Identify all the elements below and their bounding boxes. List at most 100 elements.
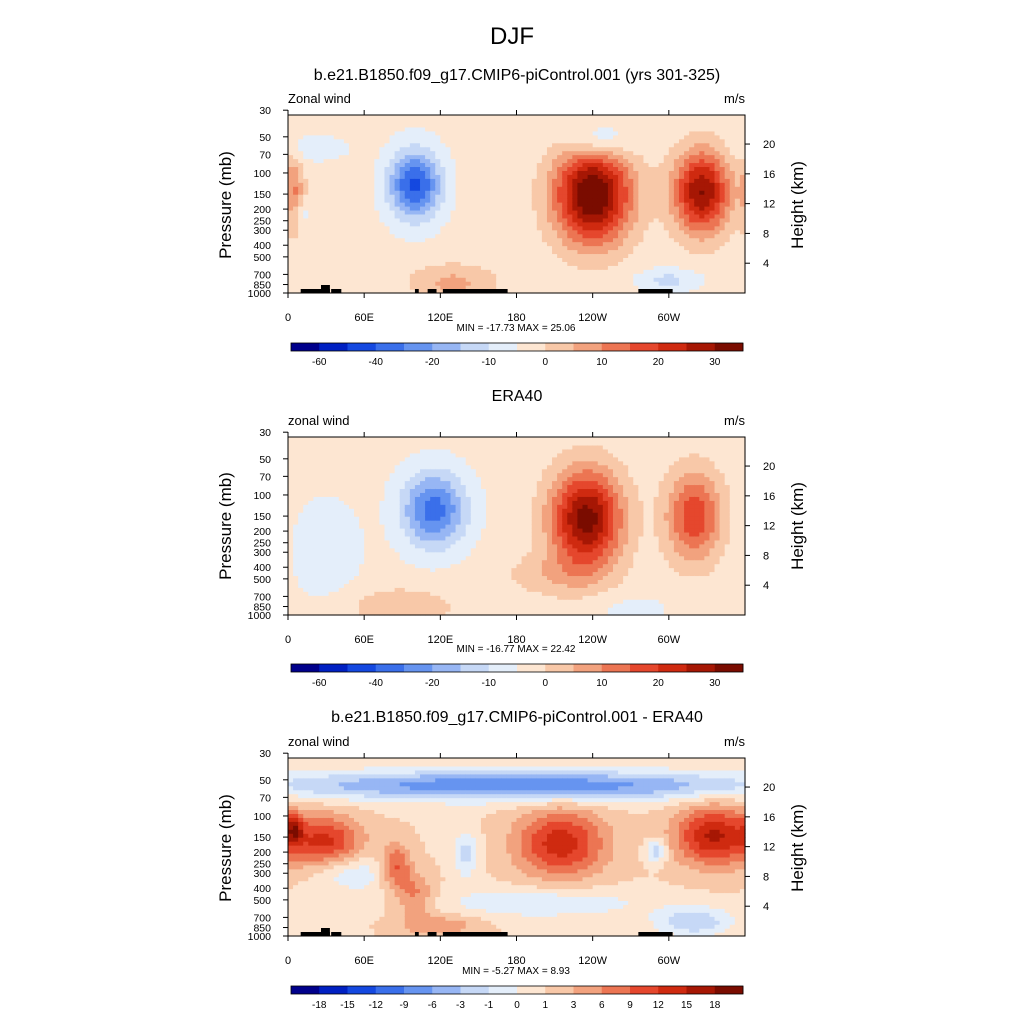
field-cell xyxy=(460,194,467,199)
field-cell xyxy=(394,178,401,183)
field-cell xyxy=(491,190,497,195)
field-cell xyxy=(328,213,335,219)
field-cell xyxy=(293,512,299,517)
field-cell xyxy=(673,245,680,251)
field-cell xyxy=(587,186,594,191)
field-cell xyxy=(628,245,634,251)
field-cell xyxy=(303,599,309,604)
field-cell xyxy=(648,225,655,231)
field-cell xyxy=(582,237,589,243)
field-cell xyxy=(729,241,736,247)
field-cell xyxy=(384,134,391,140)
field-cell xyxy=(333,456,340,462)
field-cell xyxy=(460,186,467,191)
field-cell xyxy=(293,158,299,164)
field-cell xyxy=(414,166,421,171)
field-cell xyxy=(445,142,452,148)
field-cell xyxy=(374,516,380,521)
field-cell xyxy=(694,269,700,274)
field-cell xyxy=(562,142,568,148)
field-cell xyxy=(369,217,375,223)
field-cell xyxy=(409,170,416,175)
field-cell xyxy=(338,496,345,501)
colorbar-label: -60 xyxy=(312,357,327,368)
field-cell xyxy=(739,245,746,251)
field-cell xyxy=(313,607,320,612)
field-cell xyxy=(293,464,299,470)
field-cell xyxy=(653,237,660,243)
field-cell xyxy=(607,190,614,195)
field-cell xyxy=(729,233,736,239)
field-cell xyxy=(653,194,660,199)
field-cell xyxy=(435,122,441,128)
field-cell xyxy=(313,599,320,604)
field-cell xyxy=(541,253,548,258)
field-cell xyxy=(607,174,614,179)
field-cell xyxy=(612,257,619,262)
field-cell xyxy=(714,225,721,231)
field-cell xyxy=(288,603,294,608)
field-cell xyxy=(379,273,386,278)
field-cell xyxy=(678,249,685,255)
field-cell xyxy=(465,209,472,215)
field-cell xyxy=(618,229,624,235)
field-cell xyxy=(338,115,345,120)
field-cell xyxy=(318,607,325,612)
field-cell xyxy=(308,504,314,509)
field-cell xyxy=(323,599,330,604)
field-cell xyxy=(445,269,452,274)
field-cell xyxy=(526,130,533,136)
field-cell xyxy=(628,142,634,148)
field-cell xyxy=(729,253,736,258)
field-cell xyxy=(724,202,731,207)
field-cell xyxy=(364,460,370,466)
field-cell xyxy=(648,229,655,235)
field-cell xyxy=(389,134,396,140)
field-cell xyxy=(323,583,330,588)
field-cell xyxy=(399,122,406,128)
field-cell xyxy=(562,154,568,160)
field-cell xyxy=(694,182,700,187)
field-cell xyxy=(653,217,660,223)
field-cell xyxy=(364,217,370,223)
field-cell xyxy=(582,130,589,136)
field-cell xyxy=(546,162,553,168)
field-cell xyxy=(303,142,309,148)
field-cell xyxy=(506,170,513,175)
field-cell xyxy=(404,261,411,266)
field-cell xyxy=(643,146,650,152)
field-cell xyxy=(364,583,370,588)
field-cell xyxy=(602,162,609,168)
field-cell xyxy=(298,567,304,573)
field-cell xyxy=(475,277,482,282)
field-cell xyxy=(734,126,741,132)
field-cell xyxy=(673,134,680,140)
field-cell xyxy=(729,229,736,235)
field-cell xyxy=(333,245,340,251)
field-cell xyxy=(470,194,477,199)
field-cell xyxy=(689,277,695,282)
field-cell xyxy=(572,130,579,136)
field-cell xyxy=(668,174,675,179)
field-cell xyxy=(734,130,741,136)
field-cell xyxy=(364,547,370,553)
field-cell xyxy=(623,130,629,136)
field-cell xyxy=(628,273,634,278)
field-cell xyxy=(511,178,518,183)
field-cell xyxy=(343,468,350,474)
field-cell xyxy=(288,488,294,493)
field-cell xyxy=(333,162,340,168)
field-cell xyxy=(714,281,721,286)
field-cell xyxy=(643,261,650,266)
field-cell xyxy=(531,269,538,274)
field-cell xyxy=(577,115,584,120)
field-cell xyxy=(694,162,700,168)
field-cell xyxy=(643,154,650,160)
field-cell xyxy=(607,126,614,132)
field-cell xyxy=(562,122,568,128)
field-cell xyxy=(673,217,680,223)
field-cell xyxy=(480,209,487,215)
field-cell xyxy=(313,437,320,442)
field-cell xyxy=(328,444,335,450)
field-cell xyxy=(587,174,594,179)
